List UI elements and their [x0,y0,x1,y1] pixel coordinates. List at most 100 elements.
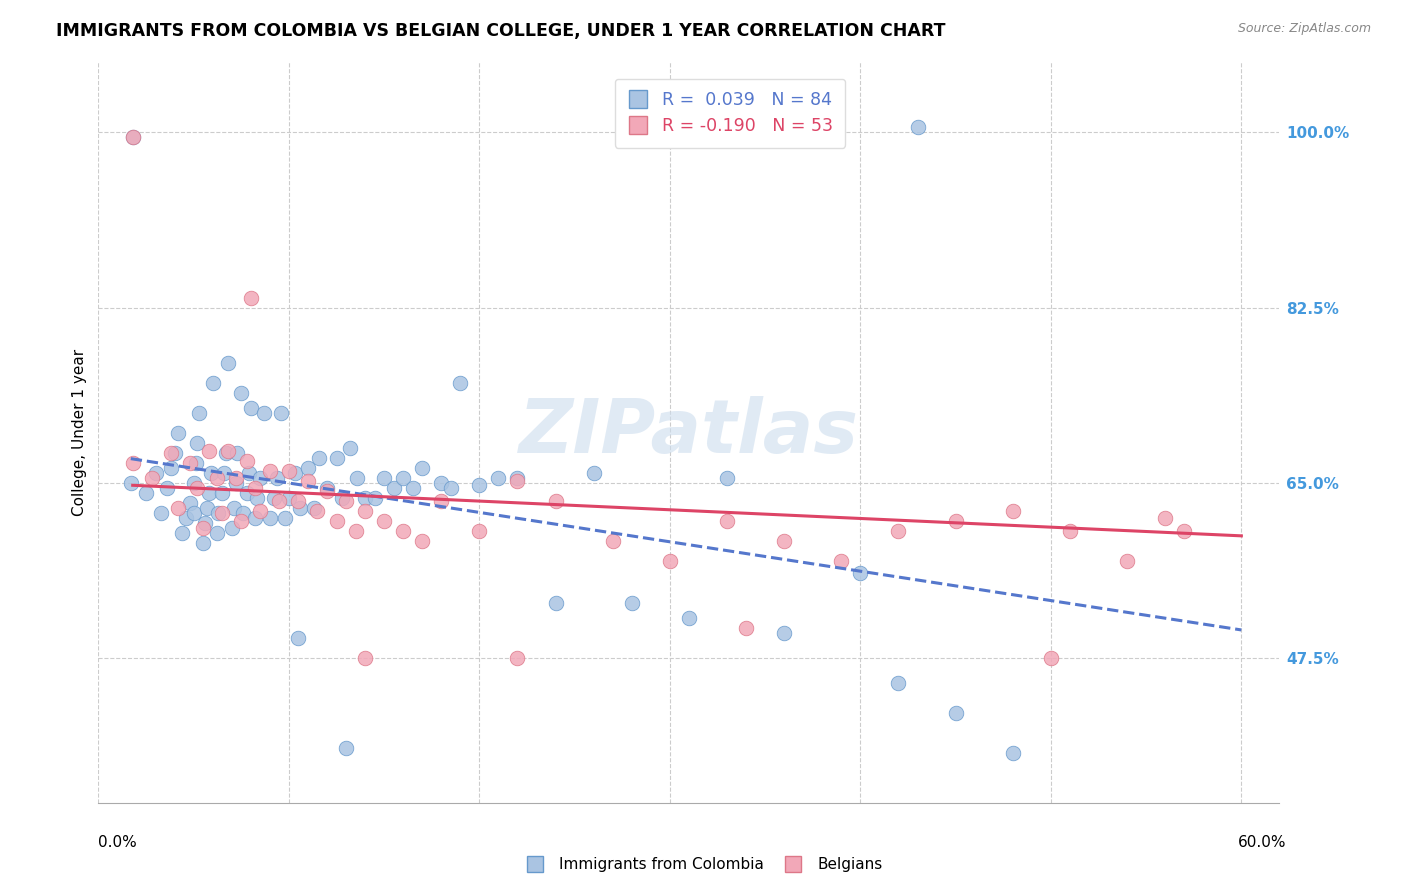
Point [225,475,247,490]
Point [1154,510,1177,524]
Point [430,475,453,490]
Point [184,456,207,470]
Point [195,500,218,515]
Point [239,291,262,305]
Legend: Immigrants from Colombia, Belgians: Immigrants from Colombia, Belgians [516,849,890,880]
Point [411,460,433,475]
Point [249,503,271,517]
Point [243,481,266,495]
Point [297,474,319,488]
Point [449,376,471,390]
Point [316,483,339,498]
Point [287,631,309,645]
Point [945,514,967,528]
Point [121,130,143,145]
Point [773,625,796,640]
Point [141,470,163,484]
Point [297,460,319,475]
Point [1173,524,1195,538]
Point [716,514,738,528]
Point [215,445,238,459]
Point [225,470,247,484]
Point [217,355,239,369]
Point [212,466,235,480]
Point [402,481,425,495]
Point [198,443,221,458]
Point [307,503,329,517]
Point [236,485,259,500]
Point [236,453,259,467]
Point [907,120,929,135]
Point [167,425,190,440]
Point [211,485,233,500]
Point [325,514,347,528]
Point [274,510,297,524]
Point [238,466,260,480]
Point [266,470,288,484]
Point [120,475,142,490]
Point [354,650,377,665]
Point [232,506,254,520]
Point [411,533,433,548]
Point [259,510,281,524]
Point [186,435,208,450]
Point [172,525,194,540]
Point [430,493,453,508]
Point [544,596,567,610]
Point [392,470,415,484]
Point [308,450,330,465]
Point [330,491,353,505]
Point [735,621,758,635]
Point [198,485,221,500]
Point [620,596,643,610]
Text: IMMIGRANTS FROM COLOMBIA VS BELGIAN COLLEGE, UNDER 1 YEAR CORRELATION CHART: IMMIGRANTS FROM COLOMBIA VS BELGIAN COLL… [56,22,946,40]
Point [221,521,243,535]
Point [193,535,215,549]
Point [188,406,211,420]
Point [121,456,143,470]
Point [159,460,181,475]
Point [167,500,190,515]
Point [277,491,299,505]
Point [217,443,239,458]
Point [316,481,339,495]
Point [392,524,415,538]
Point [830,554,852,568]
Point [179,496,201,510]
Point [1116,554,1139,568]
Point [335,740,357,755]
Point [269,493,291,508]
Point [226,445,249,459]
Point [270,406,292,420]
Point [488,470,510,484]
Point [506,650,529,665]
Point [440,481,463,495]
Point [121,130,143,145]
Y-axis label: College, Under 1 year: College, Under 1 year [72,349,87,516]
Point [174,510,197,524]
Point [354,491,377,505]
Point [179,456,201,470]
Point [1039,650,1062,665]
Text: ZIPatlas: ZIPatlas [519,396,859,469]
Point [207,506,229,520]
Point [658,554,681,568]
Point [602,533,624,548]
Point [243,510,266,524]
Text: 60.0%: 60.0% [1239,836,1286,850]
Point [773,533,796,548]
Point [344,524,367,538]
Point [354,503,377,517]
Point [678,611,700,625]
Point [183,506,205,520]
Point [231,514,253,528]
Point [222,500,245,515]
Point [1001,746,1024,760]
Point [468,477,491,491]
Point [506,470,529,484]
Point [1059,524,1081,538]
Point [259,464,281,478]
Point [277,464,299,478]
Point [211,506,233,520]
Point [186,481,208,495]
